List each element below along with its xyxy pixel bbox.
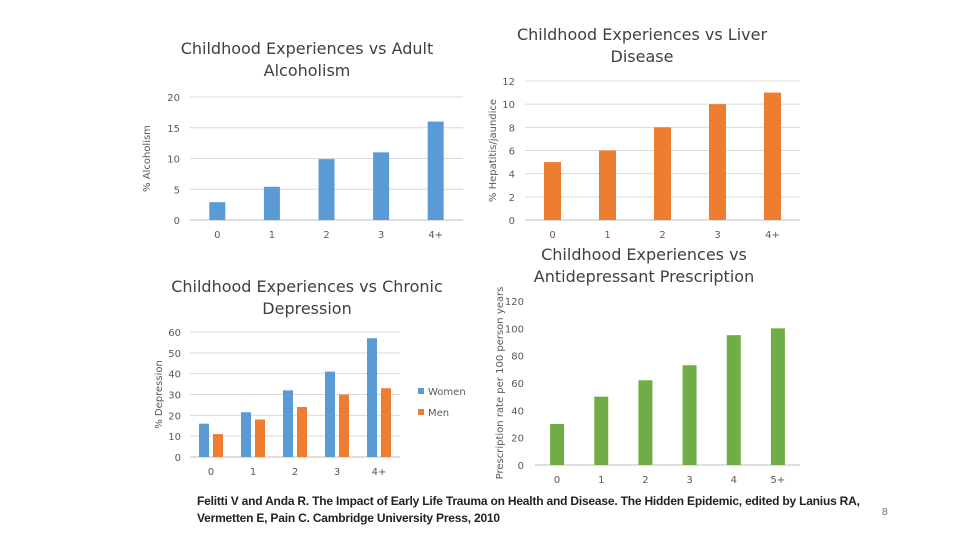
y-tick-label: 60 xyxy=(168,328,181,339)
y-axis-label: Prescription rate per 100 person years xyxy=(495,287,506,480)
legend-label-women: Women xyxy=(428,387,466,398)
bar-2 xyxy=(318,159,335,220)
y-tick-label: 12 xyxy=(502,77,515,88)
y-axis-label: % Depression xyxy=(154,360,165,429)
y-tick-label: 20 xyxy=(168,411,181,422)
x-tick-label: 5+ xyxy=(771,475,786,486)
x-tick-label: 0 xyxy=(554,475,560,486)
x-tick-label: 4+ xyxy=(372,467,387,478)
y-tick-label: 4 xyxy=(509,170,515,181)
y-axis-label: % Alcoholism xyxy=(142,125,153,192)
bar-2 xyxy=(654,127,671,220)
bar-women-2 xyxy=(283,390,293,457)
chart-title: Alcoholism xyxy=(264,61,351,80)
x-tick-label: 1 xyxy=(269,230,275,241)
y-tick-label: 8 xyxy=(509,123,515,134)
bar-1 xyxy=(263,186,280,220)
bar-3 xyxy=(709,104,726,220)
chart-title: Childhood Experiences vs Liver xyxy=(517,25,768,44)
chart-title: Disease xyxy=(611,47,674,66)
legend-label-men: Men xyxy=(428,408,449,419)
x-tick-label: 2 xyxy=(292,467,298,478)
bar-men-4+ xyxy=(381,388,391,457)
y-tick-label: 100 xyxy=(505,324,524,335)
y-axis-label: % Hepatitis/jaundice xyxy=(488,99,499,202)
x-tick-label: 3 xyxy=(714,230,720,241)
bar-women-0 xyxy=(199,423,209,457)
chart-title: Childhood Experiences vs xyxy=(541,245,747,264)
y-tick-label: 10 xyxy=(168,432,181,443)
bar-2 xyxy=(638,380,653,465)
bar-men-3 xyxy=(339,394,349,457)
bar-men-1 xyxy=(255,419,265,457)
y-tick-label: 2 xyxy=(509,193,515,204)
bar-4+ xyxy=(764,92,781,220)
bar-women-1 xyxy=(241,412,251,457)
y-tick-label: 6 xyxy=(509,147,515,158)
x-tick-label: 1 xyxy=(250,467,256,478)
y-tick-label: 5 xyxy=(174,185,180,196)
y-tick-label: 120 xyxy=(505,297,524,308)
x-tick-label: 1 xyxy=(598,475,604,486)
bar-men-2 xyxy=(297,407,307,457)
y-tick-label: 50 xyxy=(168,349,181,360)
bar-0 xyxy=(544,162,561,220)
chart-title: Depression xyxy=(262,299,351,318)
bar-1 xyxy=(594,396,609,465)
y-tick-label: 0 xyxy=(175,453,181,464)
citation-line-1: Felitti V and Anda R. The Impact of Earl… xyxy=(197,494,860,508)
chart-title: Antidepressant Prescription xyxy=(534,267,754,286)
x-tick-label: 2 xyxy=(642,475,648,486)
x-tick-label: 0 xyxy=(208,467,214,478)
bar-3 xyxy=(682,365,697,465)
bar-4 xyxy=(726,335,741,465)
bar-women-3 xyxy=(325,371,335,457)
x-tick-label: 3 xyxy=(334,467,340,478)
y-tick-label: 0 xyxy=(509,216,515,227)
chart-title: Childhood Experiences vs Chronic xyxy=(171,277,443,296)
citation-line-2: Vermetten E, Pain C. Cambridge Universit… xyxy=(197,511,500,525)
x-tick-label: 3 xyxy=(686,475,692,486)
y-tick-label: 10 xyxy=(502,100,515,111)
bar-5+ xyxy=(770,328,785,465)
bar-4+ xyxy=(427,121,444,220)
legend-swatch-women xyxy=(418,388,424,394)
y-tick-label: 20 xyxy=(167,93,180,104)
bar-women-4+ xyxy=(367,338,377,457)
y-tick-label: 40 xyxy=(511,406,524,417)
x-tick-label: 0 xyxy=(549,230,555,241)
x-tick-label: 4 xyxy=(731,475,737,486)
y-tick-label: 0 xyxy=(518,461,524,472)
x-tick-label: 0 xyxy=(214,230,220,241)
x-tick-label: 1 xyxy=(604,230,610,241)
y-tick-label: 60 xyxy=(511,379,524,390)
y-tick-label: 80 xyxy=(511,352,524,363)
bar-0 xyxy=(550,424,565,465)
bar-0 xyxy=(209,202,226,220)
y-tick-label: 40 xyxy=(168,370,181,381)
x-tick-label: 4+ xyxy=(765,230,780,241)
citation: Felitti V and Anda R. The Impact of Earl… xyxy=(197,493,860,527)
bar-men-0 xyxy=(213,434,223,457)
x-tick-label: 4+ xyxy=(428,230,443,241)
y-tick-label: 10 xyxy=(167,155,180,166)
bar-3 xyxy=(373,152,390,220)
bar-1 xyxy=(599,150,616,220)
y-tick-label: 20 xyxy=(511,434,524,445)
x-tick-label: 2 xyxy=(659,230,665,241)
page-number: 8 xyxy=(881,507,888,518)
x-tick-label: 3 xyxy=(378,230,384,241)
y-tick-label: 0 xyxy=(174,216,180,227)
x-tick-label: 2 xyxy=(323,230,329,241)
chart-title: Childhood Experiences vs Adult xyxy=(181,39,434,58)
legend-swatch-men xyxy=(418,409,424,415)
y-tick-label: 15 xyxy=(167,124,180,135)
y-tick-label: 30 xyxy=(168,391,181,402)
